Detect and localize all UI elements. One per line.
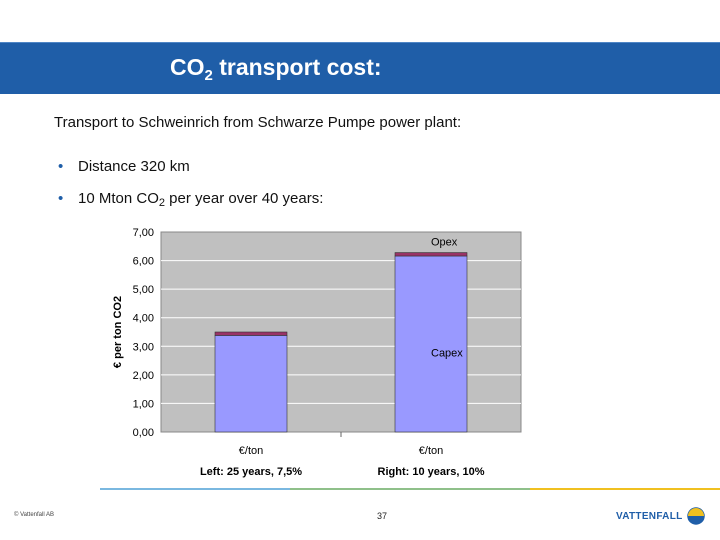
- cost-chart: 0,00 1,00 2,00 3,00 4,00 5,00 6,00 7,00 € per to…: [100, 218, 530, 488]
- title-prefix: CO: [170, 54, 205, 80]
- title-suffix: transport cost:: [212, 54, 382, 80]
- title-subscript: 2: [204, 67, 213, 84]
- logo-text: VATTENFALL: [616, 510, 683, 522]
- bullet-text-subscript: 2: [158, 197, 165, 209]
- y-tick-label: 3,00: [133, 341, 154, 353]
- copyright-text: © Vattenfall AB: [14, 512, 54, 518]
- y-tick-label: 2,00: [133, 370, 154, 382]
- x-tick-label: €/ton: [419, 445, 443, 457]
- footer-stripe-yellow: [530, 488, 720, 490]
- y-tick-label: 0,00: [133, 427, 154, 439]
- footer-stripe-blue: [100, 488, 290, 490]
- title-bar: CO2 transport cost:: [0, 42, 720, 94]
- y-tick-label: 5,00: [133, 284, 154, 296]
- bullet-volume: • 10 Mton CO2 per year over 40 years:: [58, 190, 323, 209]
- bullet-text: Distance 320 km: [78, 158, 190, 175]
- chart-caption: Right: 10 years, 10%: [378, 466, 485, 478]
- y-tick-label: 4,00: [133, 313, 154, 325]
- bullet-distance: • Distance 320 km: [58, 158, 190, 175]
- y-axis-label: € per ton CO2: [112, 296, 124, 368]
- slide-title: CO2 transport cost:: [170, 54, 382, 84]
- x-tick-label: €/ton: [239, 445, 263, 457]
- chart-caption: Left: 25 years, 7,5%: [200, 466, 302, 478]
- annotation-opex: Opex: [431, 237, 458, 249]
- annotation-capex: Capex: [431, 347, 463, 359]
- vattenfall-logo: VATTENFALL: [616, 506, 705, 526]
- intro-text: Transport to Schweinrich from Schwarze P…: [54, 114, 462, 131]
- bullet-icon: •: [58, 158, 64, 175]
- y-tick-label: 7,00: [133, 227, 154, 239]
- footer-stripe-green: [290, 488, 530, 490]
- y-tick-label: 1,00: [133, 398, 154, 410]
- page-number: 37: [377, 511, 388, 521]
- bar-capex-2: [394, 255, 468, 433]
- bar-opex-2: [394, 252, 468, 257]
- y-tick-label: 6,00: [133, 256, 154, 268]
- vattenfall-sun-icon: [686, 507, 705, 525]
- bullet-text-suffix: per year over 40 years:: [165, 190, 324, 207]
- bullet-icon: •: [58, 190, 64, 207]
- bar-capex-1: [214, 335, 288, 433]
- bullet-text-prefix: 10 Mton CO: [78, 190, 159, 207]
- bar-opex-1: [214, 331, 288, 336]
